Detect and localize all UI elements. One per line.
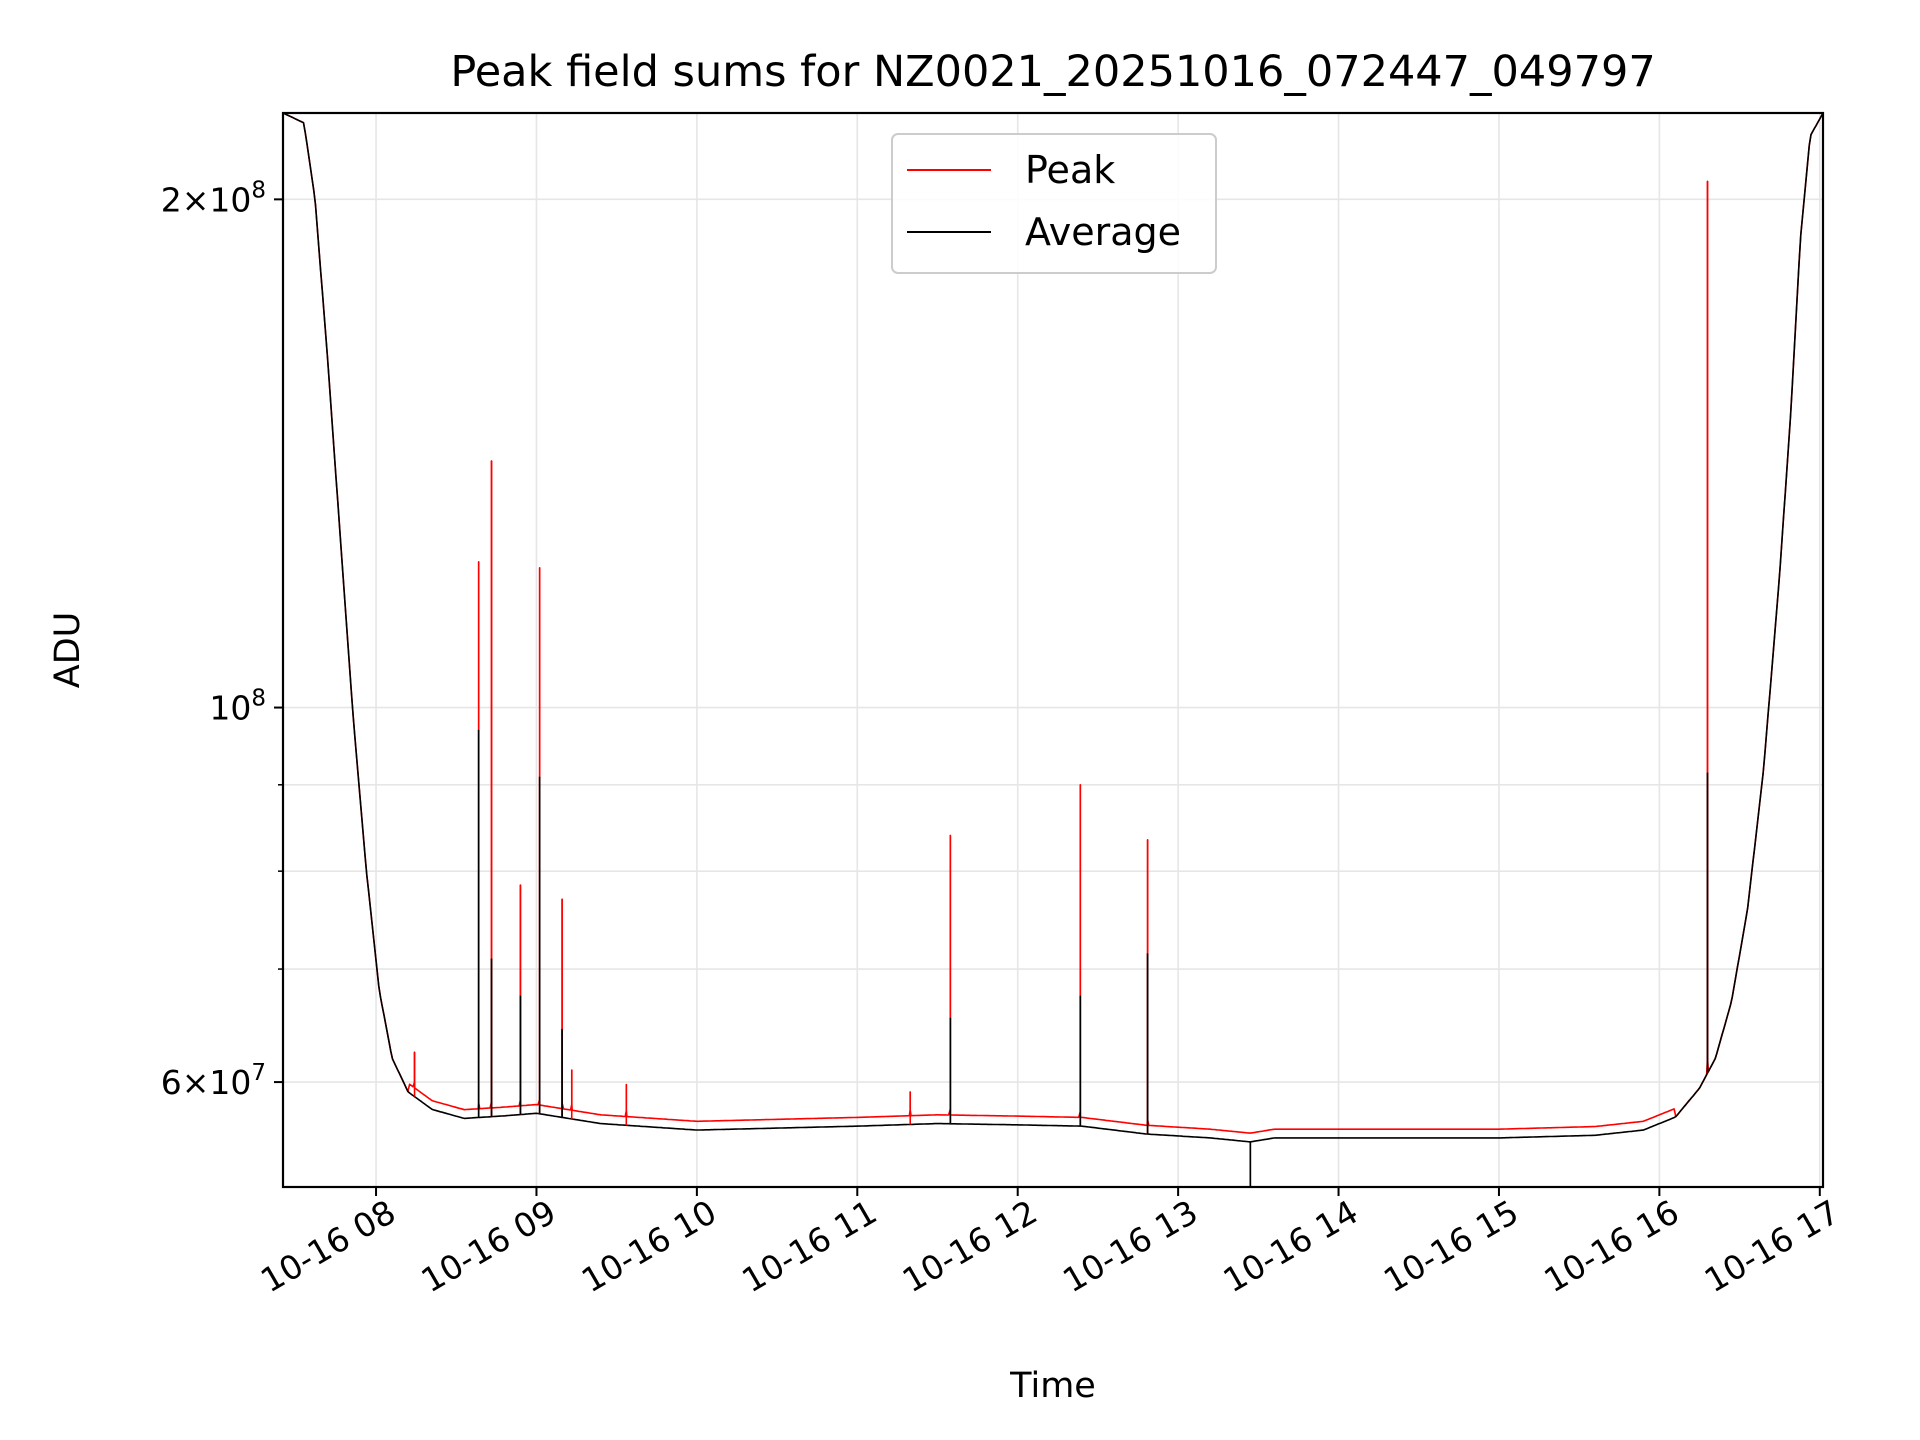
chart-title: Peak field sums for NZ0021_20251016_0724… [450, 47, 1655, 97]
legend-box [891, 133, 1217, 274]
legend: Peak Average [891, 133, 1217, 274]
y-tick-label: 2×108 [161, 177, 266, 219]
y-tick-label-times: ×10 [182, 1063, 252, 1102]
y-axis-label: ADU [48, 612, 88, 689]
y-tick-label-times: ×10 [182, 180, 252, 219]
y-tick-label-exponent: 8 [251, 686, 266, 712]
data-layer [282, 112, 1824, 1188]
legend-label-average: Average [1025, 210, 1181, 254]
series-line-average [282, 112, 1824, 1188]
y-tick-label-base: 2 [161, 180, 182, 219]
y-tick-label-exponent: 8 [251, 177, 266, 203]
series-line-peak [282, 112, 1824, 1134]
y-tick-label-exponent: 7 [251, 1060, 266, 1086]
y-tick-label-base: 10 [209, 689, 251, 728]
legend-label-peak: Peak [1025, 148, 1115, 192]
y-tick-label: 108 [209, 686, 266, 728]
plot-frame [281, 111, 1825, 1189]
x-axis-label: Time [1009, 1366, 1096, 1406]
y-tick-label: 6×107 [161, 1060, 266, 1102]
y-tick-label-base: 6 [161, 1063, 182, 1102]
